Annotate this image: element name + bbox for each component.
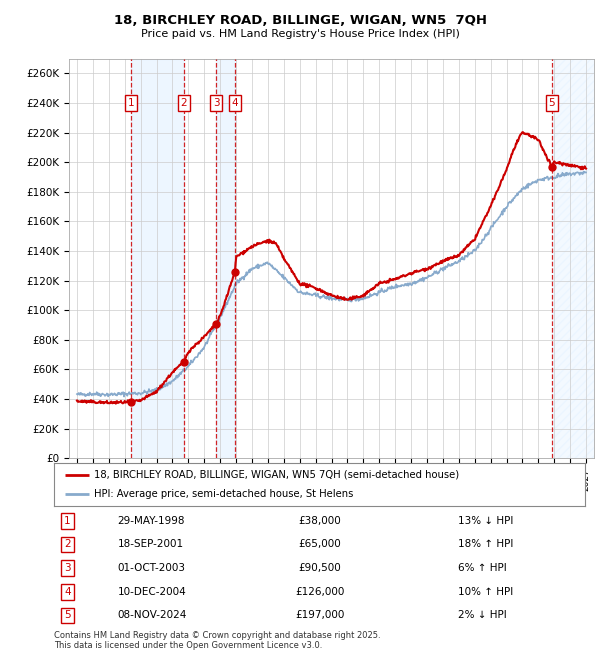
Text: 3: 3 bbox=[64, 563, 71, 573]
Text: 18% ↑ HPI: 18% ↑ HPI bbox=[458, 540, 513, 549]
Bar bbox=[552, 58, 594, 458]
Text: £126,000: £126,000 bbox=[295, 587, 344, 597]
Text: 01-OCT-2003: 01-OCT-2003 bbox=[118, 563, 186, 573]
Text: 10% ↑ HPI: 10% ↑ HPI bbox=[458, 587, 513, 597]
Text: £197,000: £197,000 bbox=[295, 610, 344, 620]
Text: 18, BIRCHLEY ROAD, BILLINGE, WIGAN, WN5  7QH: 18, BIRCHLEY ROAD, BILLINGE, WIGAN, WN5 … bbox=[113, 14, 487, 27]
Text: 2: 2 bbox=[64, 540, 71, 549]
Text: 2: 2 bbox=[181, 98, 187, 108]
Text: £38,000: £38,000 bbox=[298, 516, 341, 526]
Text: £65,000: £65,000 bbox=[298, 540, 341, 549]
Bar bbox=[131, 58, 184, 458]
Bar bbox=[216, 58, 235, 458]
Text: Price paid vs. HM Land Registry's House Price Index (HPI): Price paid vs. HM Land Registry's House … bbox=[140, 29, 460, 39]
Text: 4: 4 bbox=[64, 587, 71, 597]
Text: 3: 3 bbox=[213, 98, 220, 108]
Text: 6% ↑ HPI: 6% ↑ HPI bbox=[458, 563, 506, 573]
Text: 18, BIRCHLEY ROAD, BILLINGE, WIGAN, WN5 7QH (semi-detached house): 18, BIRCHLEY ROAD, BILLINGE, WIGAN, WN5 … bbox=[94, 470, 459, 480]
Text: 4: 4 bbox=[232, 98, 238, 108]
Text: 08-NOV-2024: 08-NOV-2024 bbox=[118, 610, 187, 620]
Text: Contains HM Land Registry data © Crown copyright and database right 2025.
This d: Contains HM Land Registry data © Crown c… bbox=[54, 630, 380, 650]
Text: HPI: Average price, semi-detached house, St Helens: HPI: Average price, semi-detached house,… bbox=[94, 489, 353, 499]
Text: 5: 5 bbox=[64, 610, 71, 620]
Text: 10-DEC-2004: 10-DEC-2004 bbox=[118, 587, 187, 597]
Text: 5: 5 bbox=[548, 98, 555, 108]
Text: 1: 1 bbox=[128, 98, 134, 108]
Text: 13% ↓ HPI: 13% ↓ HPI bbox=[458, 516, 513, 526]
Text: 2% ↓ HPI: 2% ↓ HPI bbox=[458, 610, 506, 620]
Text: £90,500: £90,500 bbox=[298, 563, 341, 573]
Text: 29-MAY-1998: 29-MAY-1998 bbox=[118, 516, 185, 526]
Text: 1: 1 bbox=[64, 516, 71, 526]
Text: 18-SEP-2001: 18-SEP-2001 bbox=[118, 540, 184, 549]
